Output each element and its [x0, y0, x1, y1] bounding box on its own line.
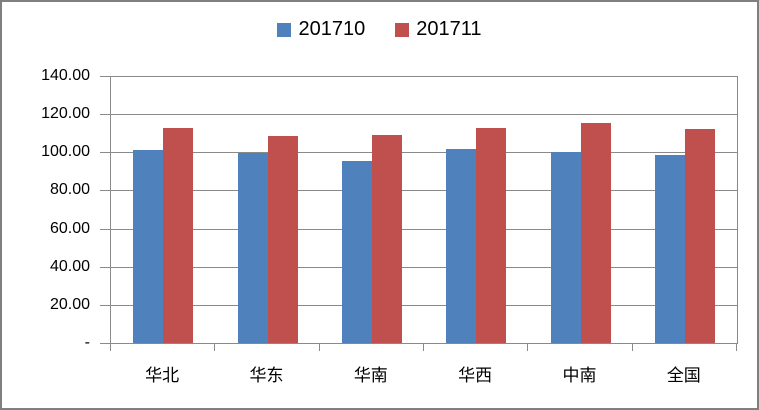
legend-item-201710: 201710: [277, 18, 365, 41]
y-axis-label-100: 100.00: [41, 143, 90, 161]
y-axis-label-60: 60.00: [49, 219, 90, 237]
x-axis-tick-2: [318, 343, 320, 351]
plot-area: [110, 76, 738, 344]
legend: 201710 201711: [2, 18, 757, 41]
y-axis-tick-80: [100, 190, 114, 192]
bar-201710-华北: [133, 149, 164, 343]
bar-201710-华西: [446, 148, 477, 343]
y-axis-tick-120: [100, 114, 114, 116]
x-axis-tick-5: [631, 343, 633, 351]
y-axis-label-120: 120.00: [41, 105, 90, 123]
x-axis-label-华东: 华东: [249, 366, 284, 385]
y-axis-tick-60: [100, 228, 114, 230]
gridline-140: [111, 76, 737, 77]
y-axis-label-0: -: [84, 334, 90, 351]
gridline-40: [111, 266, 737, 268]
bar-201710-华南: [341, 161, 372, 343]
x-axis-label-华北: 华北: [145, 366, 180, 385]
x-axis-label-中南: 中南: [562, 366, 597, 385]
y-axis-tick-100: [100, 152, 114, 154]
x-axis-tick-6: [736, 343, 737, 351]
gridline-100: [111, 152, 737, 154]
x-axis-label-全国: 全国: [666, 366, 701, 385]
gridline-20: [111, 304, 737, 306]
legend-swatch-red: [395, 22, 410, 37]
bar-201710-全国: [654, 155, 685, 343]
y-axis-tick-20: [100, 304, 114, 306]
y-axis-tick-0: [100, 343, 114, 344]
y-axis-tick-140: [100, 76, 114, 77]
bar-201711-华北: [163, 127, 194, 343]
legend-swatch-blue: [277, 22, 292, 37]
bar-201710-华东: [237, 153, 268, 343]
legend-label-201710: 201710: [298, 18, 366, 40]
y-axis-label-20: 20.00: [49, 295, 90, 313]
y-axis-label-140: 140.00: [41, 67, 90, 84]
legend-label-201711: 201711: [416, 18, 482, 40]
x-axis-label-华西: 华西: [458, 366, 493, 385]
x-axis-tick-1: [214, 343, 216, 351]
y-axis-tick-40: [100, 266, 114, 268]
x-axis-tick-4: [527, 343, 529, 351]
gridline-60: [111, 228, 737, 230]
bar-201711-中南: [580, 122, 611, 343]
bar-201711-全国: [684, 128, 715, 343]
gridline-120: [111, 114, 737, 116]
bar-201711-华西: [476, 128, 507, 343]
legend-item-201711: 201711: [395, 18, 482, 41]
y-axis-label-40: 40.00: [49, 257, 90, 275]
y-axis-label-80: 80.00: [49, 181, 90, 199]
bar-201710-中南: [550, 151, 581, 343]
x-axis-tick-0: [110, 343, 111, 351]
bar-201711-华南: [371, 134, 402, 343]
gridline-80: [111, 190, 737, 192]
x-axis-tick-3: [423, 343, 424, 351]
bar-201711-华东: [267, 135, 298, 343]
x-axis-label-华南: 华南: [353, 366, 388, 385]
